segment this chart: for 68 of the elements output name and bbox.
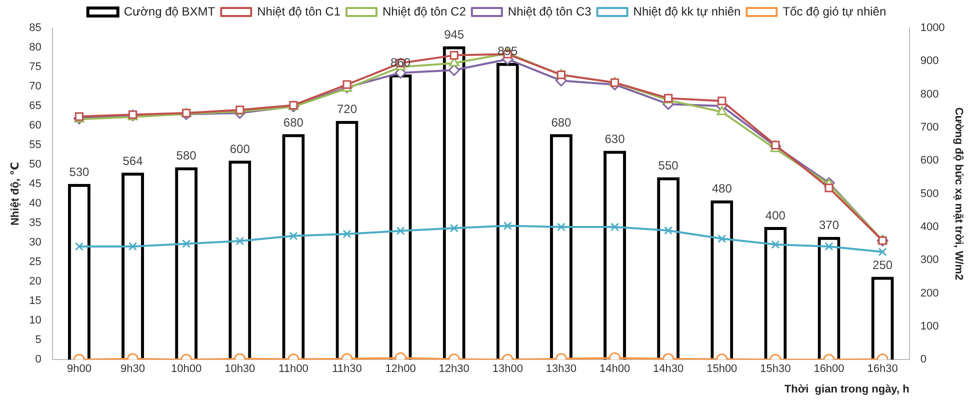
- x-axis-title: Thời gian trong ngày, h: [784, 383, 910, 396]
- data-label: 600: [230, 142, 250, 156]
- y-tick-label: 15: [29, 295, 42, 308]
- data-label: 720: [336, 102, 358, 116]
- legend-label: Nhiệt độ kk tự nhiên: [633, 4, 741, 18]
- y-tick-label: 85: [29, 22, 42, 34]
- data-label: 530: [69, 165, 90, 180]
- x-tick-label: 15h30: [760, 363, 791, 376]
- y2-tick-label: 900: [920, 55, 939, 68]
- data-label: 580: [176, 148, 197, 163]
- data-label: 630: [604, 132, 626, 146]
- x-tick-label: 9h00: [66, 363, 92, 376]
- data-label: 370: [818, 218, 840, 232]
- y-tick-label: 30: [29, 236, 42, 249]
- y-tick-label: 10: [29, 314, 42, 327]
- y-tick-label: 0: [35, 354, 42, 366]
- legend-label: Cường độ BXMT: [124, 4, 216, 18]
- y-axis-title: Nhiệt độ, ℃: [10, 162, 22, 226]
- x-tick-label: 11h30: [332, 363, 362, 376]
- y-tick-label: 60: [29, 120, 42, 132]
- y-tick-label: 50: [29, 158, 42, 171]
- y-tick-label: 80: [29, 42, 42, 54]
- x-tick-label: 13h00: [492, 363, 523, 376]
- x-tick-label: 11h00: [278, 363, 308, 376]
- x-tick-label: 13h30: [546, 363, 577, 376]
- legend-label: Nhiệt độ tôn C3: [508, 4, 592, 18]
- data-label: 945: [444, 28, 464, 42]
- data-label: 400: [765, 208, 786, 222]
- data-label: 480: [712, 182, 732, 196]
- x-tick-label: 12h00: [385, 363, 416, 376]
- y-tick-label: 5: [35, 334, 42, 346]
- data-label: 564: [122, 154, 144, 168]
- y2-tick-label: 800: [920, 88, 939, 100]
- x-tick-label: 16h30: [867, 363, 898, 376]
- y-tick-label: 40: [29, 198, 42, 210]
- y2-tick-label: 700: [920, 122, 939, 134]
- y-tick-label: 45: [29, 178, 42, 190]
- x-tick-label: 15h00: [706, 363, 738, 376]
- y-tick-label: 35: [29, 217, 42, 230]
- y-tick-label: 65: [29, 100, 42, 112]
- data-label: 250: [872, 258, 893, 272]
- y-tick-label: 20: [29, 276, 42, 288]
- y-tick-label: 75: [29, 61, 42, 74]
- data-label: 680: [283, 115, 304, 130]
- x-tick-label: 10h00: [171, 363, 202, 376]
- x-tick-label: 14h00: [599, 363, 630, 376]
- y2-tick-label: 100: [920, 320, 939, 332]
- y-tick-label: 25: [29, 256, 42, 268]
- x-tick-label: 14h30: [653, 363, 684, 376]
- legend-label: Tốc độ gió tự nhiên: [782, 4, 886, 18]
- legend-label: Nhiệt độ tôn C2: [382, 4, 466, 18]
- y2-axis-title: Cường độ bức xạ mặt trời, W/m2: [952, 107, 964, 280]
- x-tick-label: 16h00: [814, 363, 844, 376]
- y-tick-label: 55: [29, 139, 42, 152]
- y-tick-label: 70: [29, 80, 42, 93]
- y2-tick-label: 200: [920, 287, 939, 300]
- data-label: 680: [551, 115, 572, 130]
- y2-tick-label: 500: [920, 188, 939, 200]
- x-tick-label: 10h30: [224, 363, 256, 376]
- y2-tick-label: 1000: [920, 22, 945, 34]
- x-tick-label: 12h30: [438, 363, 470, 376]
- legend-label: Nhiệt độ tôn C1: [257, 4, 341, 18]
- data-label: 550: [658, 158, 679, 173]
- y2-tick-label: 0: [920, 354, 926, 366]
- x-tick-label: 9h30: [120, 363, 146, 376]
- y2-tick-label: 400: [920, 220, 939, 233]
- y2-tick-label: 300: [920, 254, 939, 266]
- y2-tick-label: 600: [920, 154, 939, 167]
